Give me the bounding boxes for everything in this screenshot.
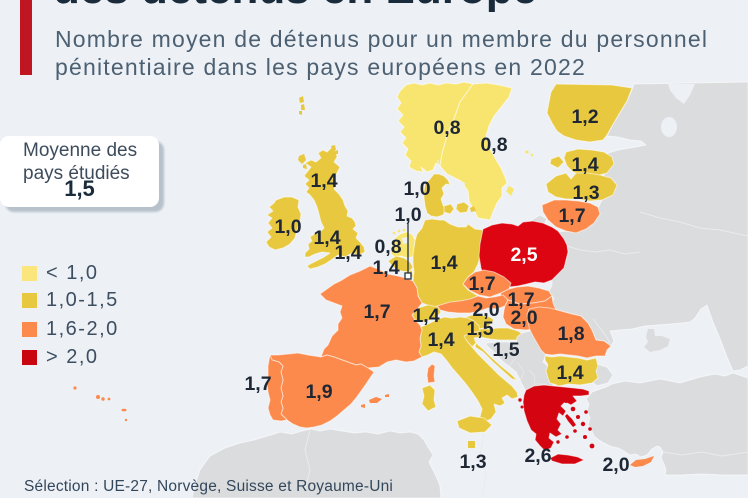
- svg-text:1,5: 1,5: [466, 318, 493, 340]
- svg-text:1,7: 1,7: [507, 289, 534, 311]
- svg-text:1,7: 1,7: [244, 373, 271, 395]
- svg-text:0,8: 0,8: [374, 236, 401, 258]
- svg-text:1,4: 1,4: [372, 257, 399, 279]
- svg-text:1,0: 1,0: [394, 204, 421, 226]
- svg-text:2,0: 2,0: [602, 454, 629, 476]
- svg-text:2,6: 2,6: [524, 445, 551, 467]
- svg-text:2,0: 2,0: [472, 299, 499, 321]
- svg-text:1,2: 1,2: [571, 106, 598, 128]
- svg-text:1,3: 1,3: [459, 451, 486, 473]
- svg-text:2,0: 2,0: [510, 307, 537, 329]
- svg-text:1,4: 1,4: [556, 362, 583, 384]
- svg-text:1,7: 1,7: [363, 301, 390, 323]
- svg-text:1,4: 1,4: [313, 227, 340, 249]
- svg-text:1,7: 1,7: [468, 273, 495, 295]
- svg-text:0,8: 0,8: [433, 117, 460, 139]
- svg-text:1,0: 1,0: [274, 216, 301, 238]
- svg-text:1,4: 1,4: [334, 242, 361, 264]
- svg-text:0,8: 0,8: [480, 134, 507, 156]
- svg-text:1,9: 1,9: [305, 381, 332, 403]
- svg-text:1,4: 1,4: [571, 154, 598, 176]
- svg-text:1,8: 1,8: [557, 323, 584, 345]
- svg-text:1,4: 1,4: [427, 329, 454, 351]
- svg-text:1,4: 1,4: [430, 252, 457, 274]
- svg-text:1,4: 1,4: [310, 170, 337, 192]
- svg-text:1,5: 1,5: [492, 339, 519, 361]
- svg-text:1,7: 1,7: [558, 205, 585, 227]
- svg-text:1,4: 1,4: [412, 305, 439, 327]
- svg-text:1,0: 1,0: [403, 178, 430, 200]
- svg-text:1,3: 1,3: [572, 182, 599, 204]
- svg-text:2,5: 2,5: [510, 244, 537, 266]
